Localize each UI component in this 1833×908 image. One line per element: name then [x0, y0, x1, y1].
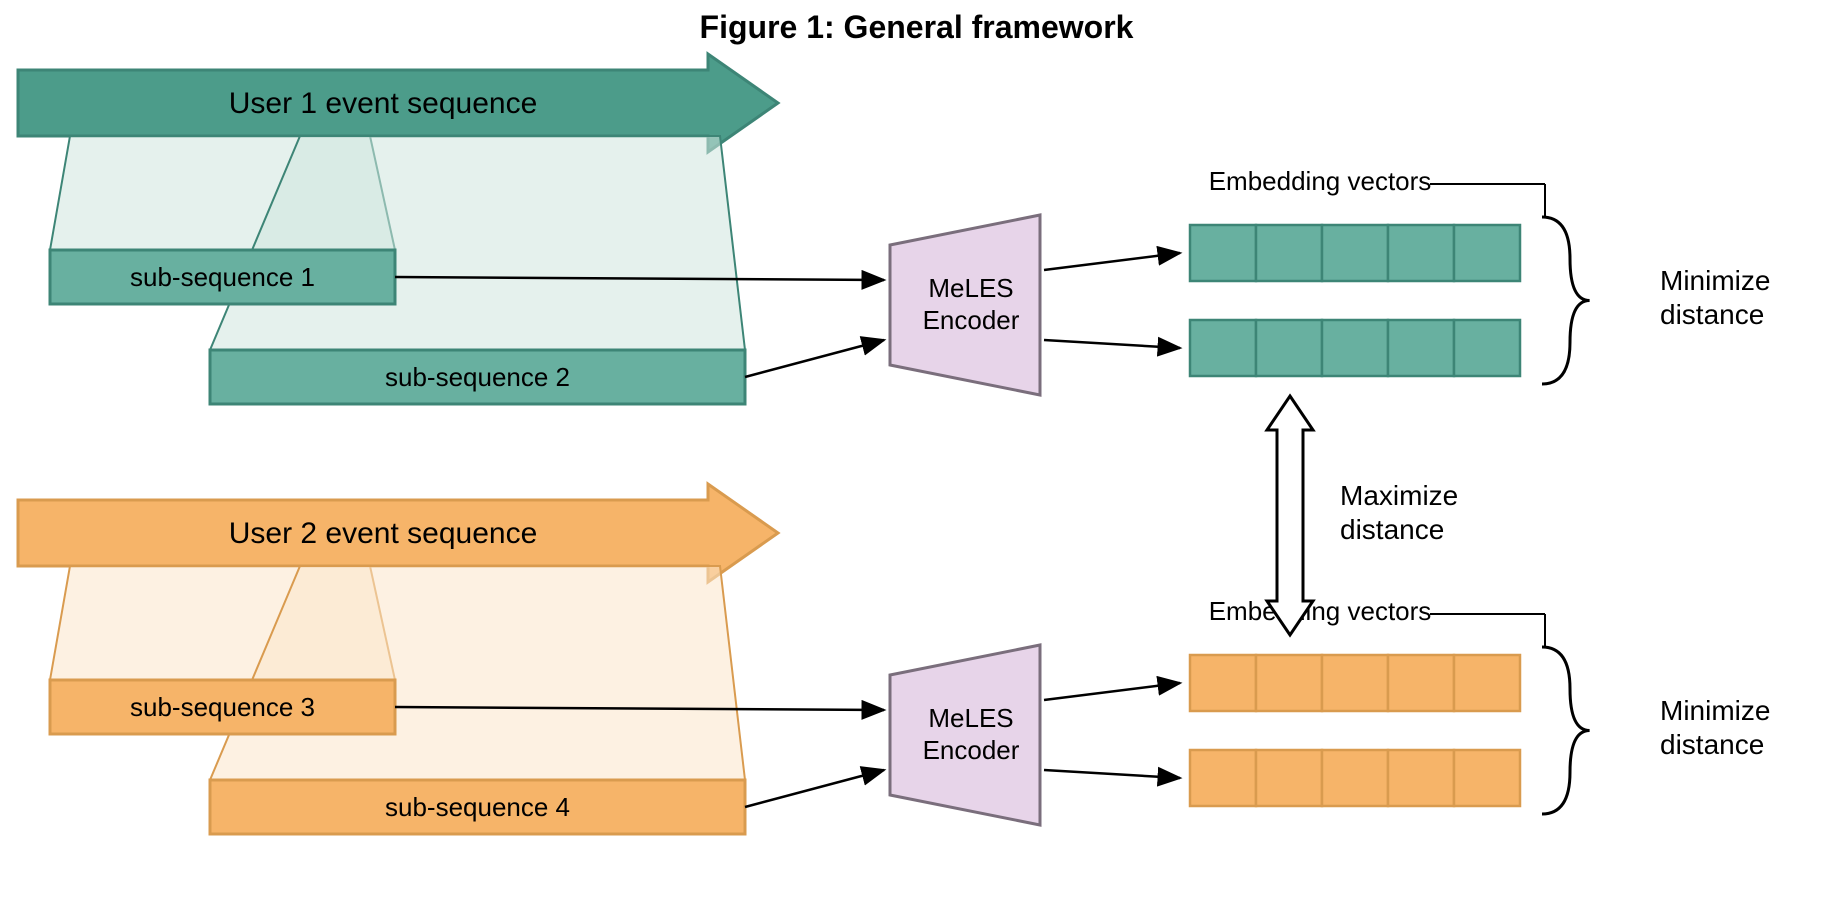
encoder-1-label1: MeLES [928, 273, 1013, 303]
encoder-1-label2: Encoder [923, 305, 1020, 335]
vec-user2-a-cell [1190, 655, 1256, 711]
vec-user1-b-cell [1388, 320, 1454, 376]
vec-user1-a-cell [1256, 225, 1322, 281]
vec-user1-b-cell [1454, 320, 1520, 376]
conn-enc1-vec2 [1044, 340, 1180, 348]
embedding-label-1: Embedding vectors [1209, 166, 1432, 196]
subseq-3-label: sub-sequence 3 [130, 692, 315, 722]
subseq-2-label: sub-sequence 2 [385, 362, 570, 392]
minimize-1: Minimizedistance [1660, 265, 1770, 330]
maximize-label: Maximizedistance [1340, 480, 1458, 545]
vec-user1-b-cell [1322, 320, 1388, 376]
vec-user2-b-cell [1388, 750, 1454, 806]
subseq-1-label: sub-sequence 1 [130, 262, 315, 292]
vec-user2-b-cell [1256, 750, 1322, 806]
subseq-4-label: sub-sequence 4 [385, 792, 570, 822]
vec-user1-a-cell [1454, 225, 1520, 281]
user2-arrow-label: User 2 event sequence [229, 517, 538, 550]
conn-enc1-vec1 [1044, 253, 1180, 270]
conn-subseq2-encoder1 [745, 340, 884, 377]
figure-svg: Figure 1: General framework User 1 event … [0, 0, 1833, 908]
svg-text:Figure 1: General framework: Figure 1: General framework [700, 9, 1134, 45]
vec-user1-a-cell [1388, 225, 1454, 281]
vec-user2-b-cell [1322, 750, 1388, 806]
vec-user1-b-cell [1190, 320, 1256, 376]
vec-user2-a-cell [1454, 655, 1520, 711]
encoder-2-label2: Encoder [923, 735, 1020, 765]
vec-user2-a-cell [1322, 655, 1388, 711]
conn-enc2-vec4 [1044, 770, 1180, 778]
vec-user2-a-cell [1388, 655, 1454, 711]
encoder-2-label1: MeLES [928, 703, 1013, 733]
vec-user1-b-cell [1256, 320, 1322, 376]
conn-subseq4-encoder2 [745, 770, 884, 807]
vec-user2-b-cell [1190, 750, 1256, 806]
vec-user2-b-cell [1454, 750, 1520, 806]
vec-user1-a-cell [1190, 225, 1256, 281]
vec-user2-a-cell [1256, 655, 1322, 711]
brace-2 [1542, 647, 1590, 814]
conn-enc2-vec3 [1044, 683, 1180, 700]
minimize-2: Minimizedistance [1660, 695, 1770, 760]
user1-arrow-label: User 1 event sequence [229, 87, 538, 120]
embedding-label-2: Embedding vectors [1209, 596, 1432, 626]
brace-1 [1542, 217, 1590, 384]
vec-user1-a-cell [1322, 225, 1388, 281]
